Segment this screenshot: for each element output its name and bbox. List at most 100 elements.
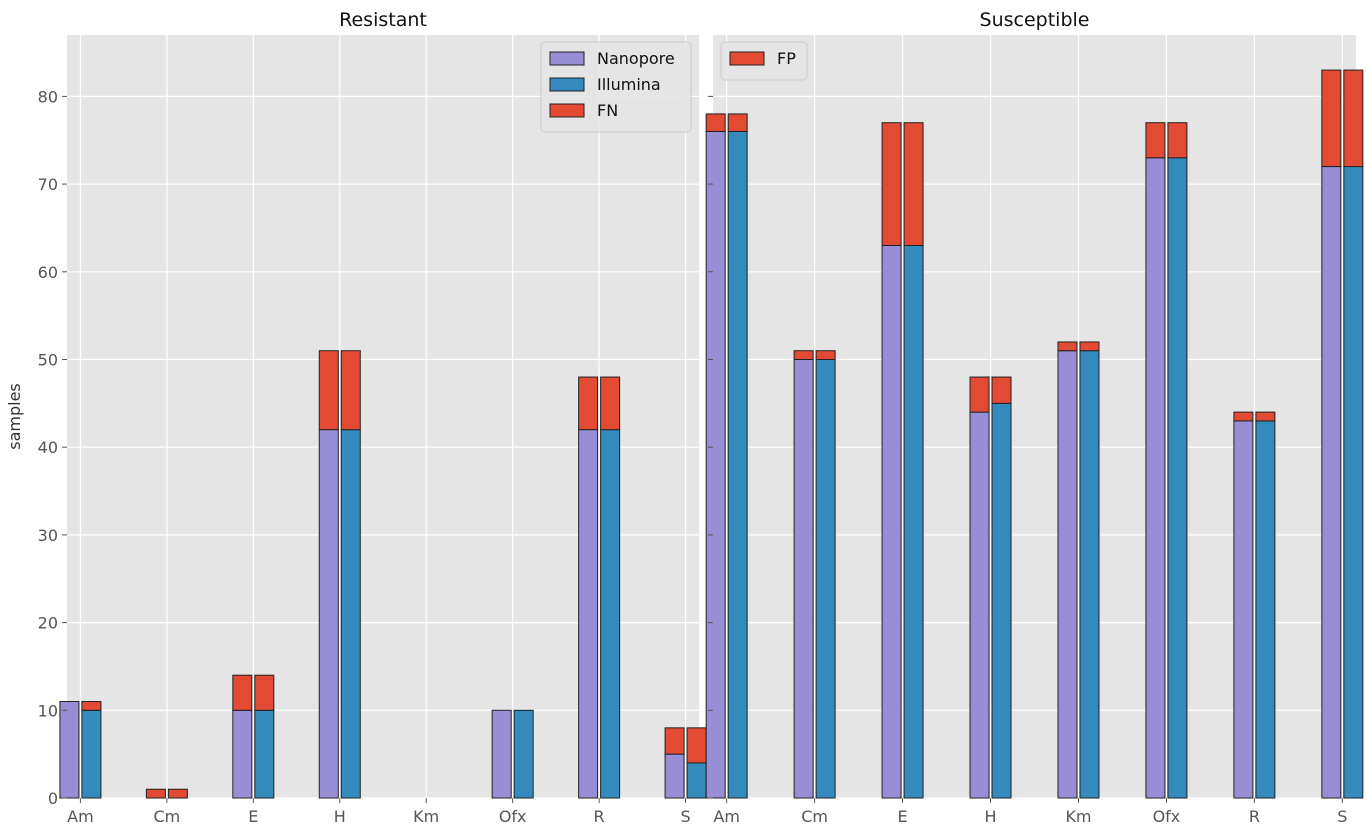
bar-fp-on-illumina-h <box>991 376 1012 404</box>
x-tick-label: R <box>594 807 605 826</box>
resistant-axes: 0 10 20 30 40 50 60 70 80 Am Cm E H Km Ofx R S <box>38 87 691 826</box>
bar-fp-on-illumina-e <box>903 122 924 246</box>
resistant-gridlines <box>67 35 699 799</box>
bar-illumina-r <box>600 429 621 799</box>
bar-fn-on-illumina-h <box>340 350 361 431</box>
bar-fp-on-nanopore-ofx <box>1145 122 1166 159</box>
bar-fp-on-nanopore-cm <box>793 350 814 360</box>
bar-fp-on-illumina-km <box>1079 341 1100 352</box>
bar-illumina-h <box>991 402 1012 799</box>
bar-fp-on-nanopore-km <box>1057 341 1078 352</box>
bar-fn-on-nanopore-r <box>578 376 599 431</box>
legend-swatch-fn <box>549 103 585 118</box>
x-tick-label: R <box>1249 807 1260 826</box>
legend-label-nanopore: Nanopore <box>597 49 675 68</box>
bar-fp-on-illumina-ofx <box>1167 122 1188 159</box>
x-tick-label: H <box>985 807 997 826</box>
resistant-legend: Nanopore Illumina FN <box>540 41 692 133</box>
bar-nanopore-am <box>705 130 726 799</box>
x-tick-label: Cm <box>801 807 828 826</box>
legend-label-fp: FP <box>777 49 796 68</box>
bar-nanopore-s <box>1321 166 1342 799</box>
bar-nanopore-r <box>578 429 599 799</box>
y-tick-label: 30 <box>38 526 58 545</box>
susceptible-bars <box>705 69 1364 799</box>
x-tick-label: H <box>334 807 346 826</box>
y-tick-label: 10 <box>38 701 58 720</box>
bar-illumina-am <box>81 709 102 799</box>
y-axis-label: samples <box>5 383 24 450</box>
bar-fp-on-nanopore-am <box>705 113 726 132</box>
bar-fp-on-illumina-am <box>727 113 748 132</box>
bar-illumina-s <box>1343 166 1364 799</box>
x-tick-label: Am <box>67 807 94 826</box>
bar-fp-on-nanopore-s <box>1321 69 1342 168</box>
bar-nanopore-am <box>59 701 80 799</box>
susceptible-gridlines <box>713 35 1356 799</box>
bar-illumina-km <box>1079 350 1100 799</box>
susceptible-title: Susceptible <box>980 9 1090 31</box>
bar-fn-on-illumina-e <box>254 674 275 711</box>
bar-fn-on-nanopore-cm <box>145 788 166 799</box>
x-tick-label: E <box>248 807 258 826</box>
resistant-title: Resistant <box>339 9 427 31</box>
bar-fn-on-illumina-s <box>686 727 707 764</box>
x-tick-label: S <box>680 807 690 826</box>
susceptible-legend: FP <box>720 41 808 81</box>
bar-illumina-am <box>727 130 748 799</box>
bar-nanopore-h <box>969 411 990 799</box>
bar-nanopore-ofx <box>491 709 512 799</box>
bar-fp-on-illumina-s <box>1343 69 1364 168</box>
y-tick-label: 70 <box>38 175 58 194</box>
bar-fp-on-nanopore-r <box>1233 411 1254 422</box>
legend-swatch-nanopore <box>549 51 585 66</box>
legend-label-fn: FN <box>597 101 618 120</box>
susceptible-axes: Am Cm E H Km Ofx R S <box>708 95 1347 826</box>
x-tick-label: S <box>1337 807 1347 826</box>
legend-swatch-illumina <box>549 77 585 92</box>
bar-fp-on-illumina-cm <box>815 350 836 360</box>
y-tick-label: 20 <box>38 614 58 633</box>
y-tick-label: 60 <box>38 263 58 282</box>
x-tick-label: E <box>898 807 908 826</box>
bar-fn-on-illumina-cm <box>167 788 188 799</box>
y-tick-label: 80 <box>38 87 58 106</box>
bar-nanopore-e <box>881 244 902 799</box>
bar-nanopore-ofx <box>1145 157 1166 799</box>
bar-fp-on-nanopore-e <box>881 122 902 246</box>
y-tick-label: 40 <box>38 438 58 457</box>
x-tick-label: Km <box>413 807 439 826</box>
bar-illumina-ofx <box>513 709 534 799</box>
bar-illumina-e <box>903 244 924 799</box>
bar-illumina-e <box>254 709 275 799</box>
x-tick-label: Am <box>713 807 740 826</box>
bar-fn-on-nanopore-h <box>318 350 339 431</box>
x-tick-label: Ofx <box>499 807 527 826</box>
bar-nanopore-r <box>1233 420 1254 799</box>
resistant-bars <box>59 350 707 799</box>
x-tick-label: Km <box>1065 807 1091 826</box>
bar-fp-on-illumina-r <box>1255 411 1276 422</box>
legend-label-illumina: Illumina <box>597 75 661 94</box>
bar-nanopore-h <box>318 429 339 799</box>
bar-fn-on-illumina-am <box>81 701 102 711</box>
bar-illumina-cm <box>815 358 836 799</box>
bar-illumina-s <box>686 762 707 799</box>
legend-swatch-fp <box>729 51 765 66</box>
bar-nanopore-km <box>1057 350 1078 799</box>
x-tick-label: Ofx <box>1153 807 1181 826</box>
resistant-panel: 0 10 20 30 40 50 60 70 80 Am Cm E H Km Ofx R S Resistant… <box>5 9 707 826</box>
y-tick-label: 50 <box>38 350 58 369</box>
bar-illumina-r <box>1255 420 1276 799</box>
bar-nanopore-e <box>232 709 253 799</box>
susceptible-panel: Am Cm E H Km Ofx R S Susceptible FP <box>705 9 1364 826</box>
bar-fn-on-illumina-r <box>600 376 621 431</box>
bar-illumina-ofx <box>1167 157 1188 799</box>
y-tick-label: 0 <box>48 789 58 808</box>
x-tick-label: Cm <box>153 807 180 826</box>
bar-illumina-h <box>340 429 361 799</box>
bar-fn-on-nanopore-s <box>664 727 685 755</box>
bar-nanopore-s <box>664 753 685 799</box>
bar-fp-on-nanopore-h <box>969 376 990 413</box>
